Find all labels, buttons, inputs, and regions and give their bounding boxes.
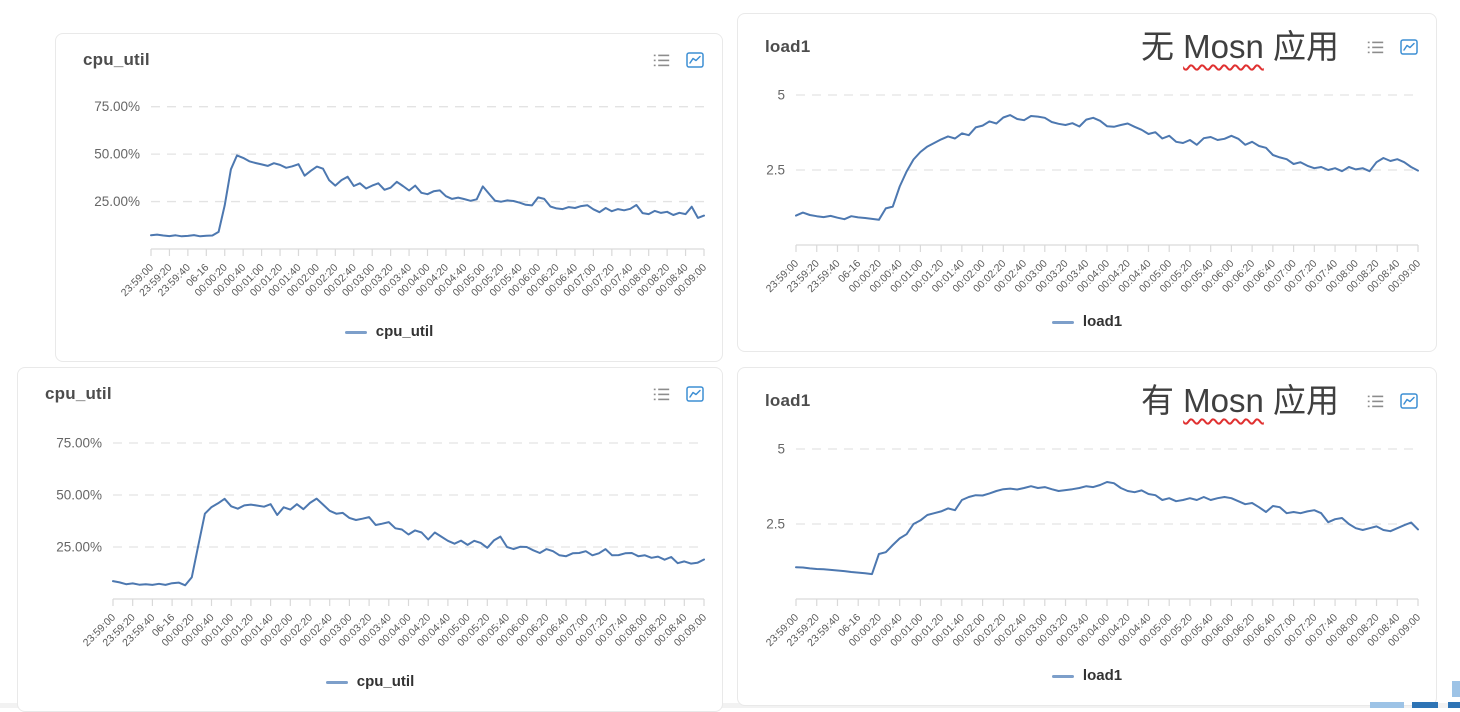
legend-item[interactable]: cpu_util <box>56 323 722 361</box>
y-axis-tick-label: 50.00% <box>94 147 140 162</box>
y-axis-tick-label: 25.00% <box>56 540 102 555</box>
y-axis-tick-label: 75.00% <box>56 436 102 451</box>
list-icon[interactable] <box>1367 40 1384 55</box>
annotation-no-mosn: 无 Mosn 应用 <box>1140 28 1339 65</box>
legend-label: cpu_util <box>356 673 415 690</box>
chart-header: cpu_util <box>18 368 722 404</box>
chart-title: cpu_util <box>83 50 150 69</box>
chart-title: cpu_util <box>45 384 112 403</box>
line-chart-icon[interactable] <box>1400 39 1418 56</box>
chart-panel-load1-top: load1 无 Mosn 应用 5 2.5 23:59:00 23:59:20 23:5… <box>737 13 1437 352</box>
legend-line-swatch <box>344 331 367 334</box>
list-icon[interactable] <box>653 387 670 402</box>
series-line <box>795 113 1419 221</box>
legend-item[interactable]: load1 <box>738 667 1436 705</box>
list-icon[interactable] <box>653 53 670 68</box>
line-chart-icon-glyph <box>686 52 704 68</box>
y-axis-tick-label: 2.5 <box>766 162 785 177</box>
y-axis-tick-label: 2.5 <box>766 516 785 531</box>
list-icon-glyph <box>653 388 670 400</box>
line-chart-icon-glyph <box>686 386 704 402</box>
line-chart-icon-glyph <box>1400 39 1418 56</box>
legend-line-swatch <box>1051 321 1074 324</box>
legend-line-swatch <box>325 681 348 684</box>
chart-plot-area: 75.00% 50.00% 25.00% 23:59:00 23:59:20 23:59:… <box>18 404 722 673</box>
y-axis-tick-label: 75.00% <box>94 99 140 114</box>
corner-blue-rect-edge <box>1448 702 1460 708</box>
legend-label: cpu_util <box>375 323 434 340</box>
annotation-word-mosn: Mosn <box>1183 382 1264 419</box>
legend-item[interactable]: load1 <box>738 313 1436 351</box>
line-chart-icon-glyph <box>1400 393 1418 410</box>
corner-blue-rect <box>1412 702 1438 708</box>
chart-panel-cpu-util-top: cpu_util 75.00% 50.00% 25.00% 23:59:00 23:59… <box>55 33 723 362</box>
corner-light-blue-rect <box>1370 702 1404 708</box>
page-bottom-edge <box>0 703 1460 708</box>
annotation-with-mosn: 有 Mosn 应用 <box>1140 382 1339 419</box>
line-chart-icon[interactable] <box>686 386 704 402</box>
chart-canvas: 52.523:59:0023:59:2023:59:4006-1600:00:2… <box>764 441 1423 649</box>
chart-canvas: 75.00%50.00%25.00%23:59:0023:59:2023:59:… <box>56 436 709 649</box>
chart-header: load1 无 Mosn 应用 <box>738 14 1436 65</box>
series-line <box>112 497 705 587</box>
chart-header: cpu_util <box>56 34 722 70</box>
annotation-word-mosn: Mosn <box>1183 28 1264 65</box>
chart-plot-area: 75.00% 50.00% 25.00% 23:59:00 23:59:20 23:59:… <box>56 70 722 323</box>
chart-plot-area: 5 2.5 23:59:00 23:59:20 23:59:40 06-16 00:00:2… <box>738 419 1436 667</box>
chart-canvas: 52.523:59:0023:59:2023:59:4006-1600:00:2… <box>764 87 1423 295</box>
series-line <box>150 154 705 238</box>
line-chart-icon[interactable] <box>1400 393 1418 410</box>
chart-panel-load1-bottom: load1 有 Mosn 应用 5 2.5 23:59:00 23:59:20 23:5… <box>737 367 1437 706</box>
y-axis-tick-label: 5 <box>777 441 785 456</box>
series-line <box>795 480 1419 575</box>
legend-label: load1 <box>1082 313 1123 330</box>
y-axis-tick-label: 5 <box>777 87 785 102</box>
right-edge-light-blue-rect <box>1452 681 1460 697</box>
chart-plot-area: 5 2.5 23:59:00 23:59:20 23:59:40 06-16 00:00:2… <box>738 65 1436 313</box>
list-icon-glyph <box>1367 395 1384 408</box>
list-icon-glyph <box>653 54 670 66</box>
y-axis-tick-label: 25.00% <box>94 194 140 209</box>
chart-title: load1 <box>765 391 811 411</box>
list-icon[interactable] <box>1367 394 1384 409</box>
y-axis-tick-label: 50.00% <box>56 488 102 503</box>
legend-item[interactable]: cpu_util <box>18 673 722 711</box>
chart-panel-cpu-util-bottom: cpu_util 75.00% 50.00% 25.00% 23:59:00 23:59… <box>17 367 723 712</box>
chart-canvas: 75.00%50.00%25.00%23:59:0023:59:2023:59:… <box>94 99 709 299</box>
list-icon-glyph <box>1367 41 1384 54</box>
chart-header: load1 有 Mosn 应用 <box>738 368 1436 419</box>
line-chart-icon[interactable] <box>686 52 704 68</box>
legend-label: load1 <box>1082 667 1123 684</box>
chart-title: load1 <box>765 37 811 57</box>
legend-line-swatch <box>1051 675 1074 678</box>
